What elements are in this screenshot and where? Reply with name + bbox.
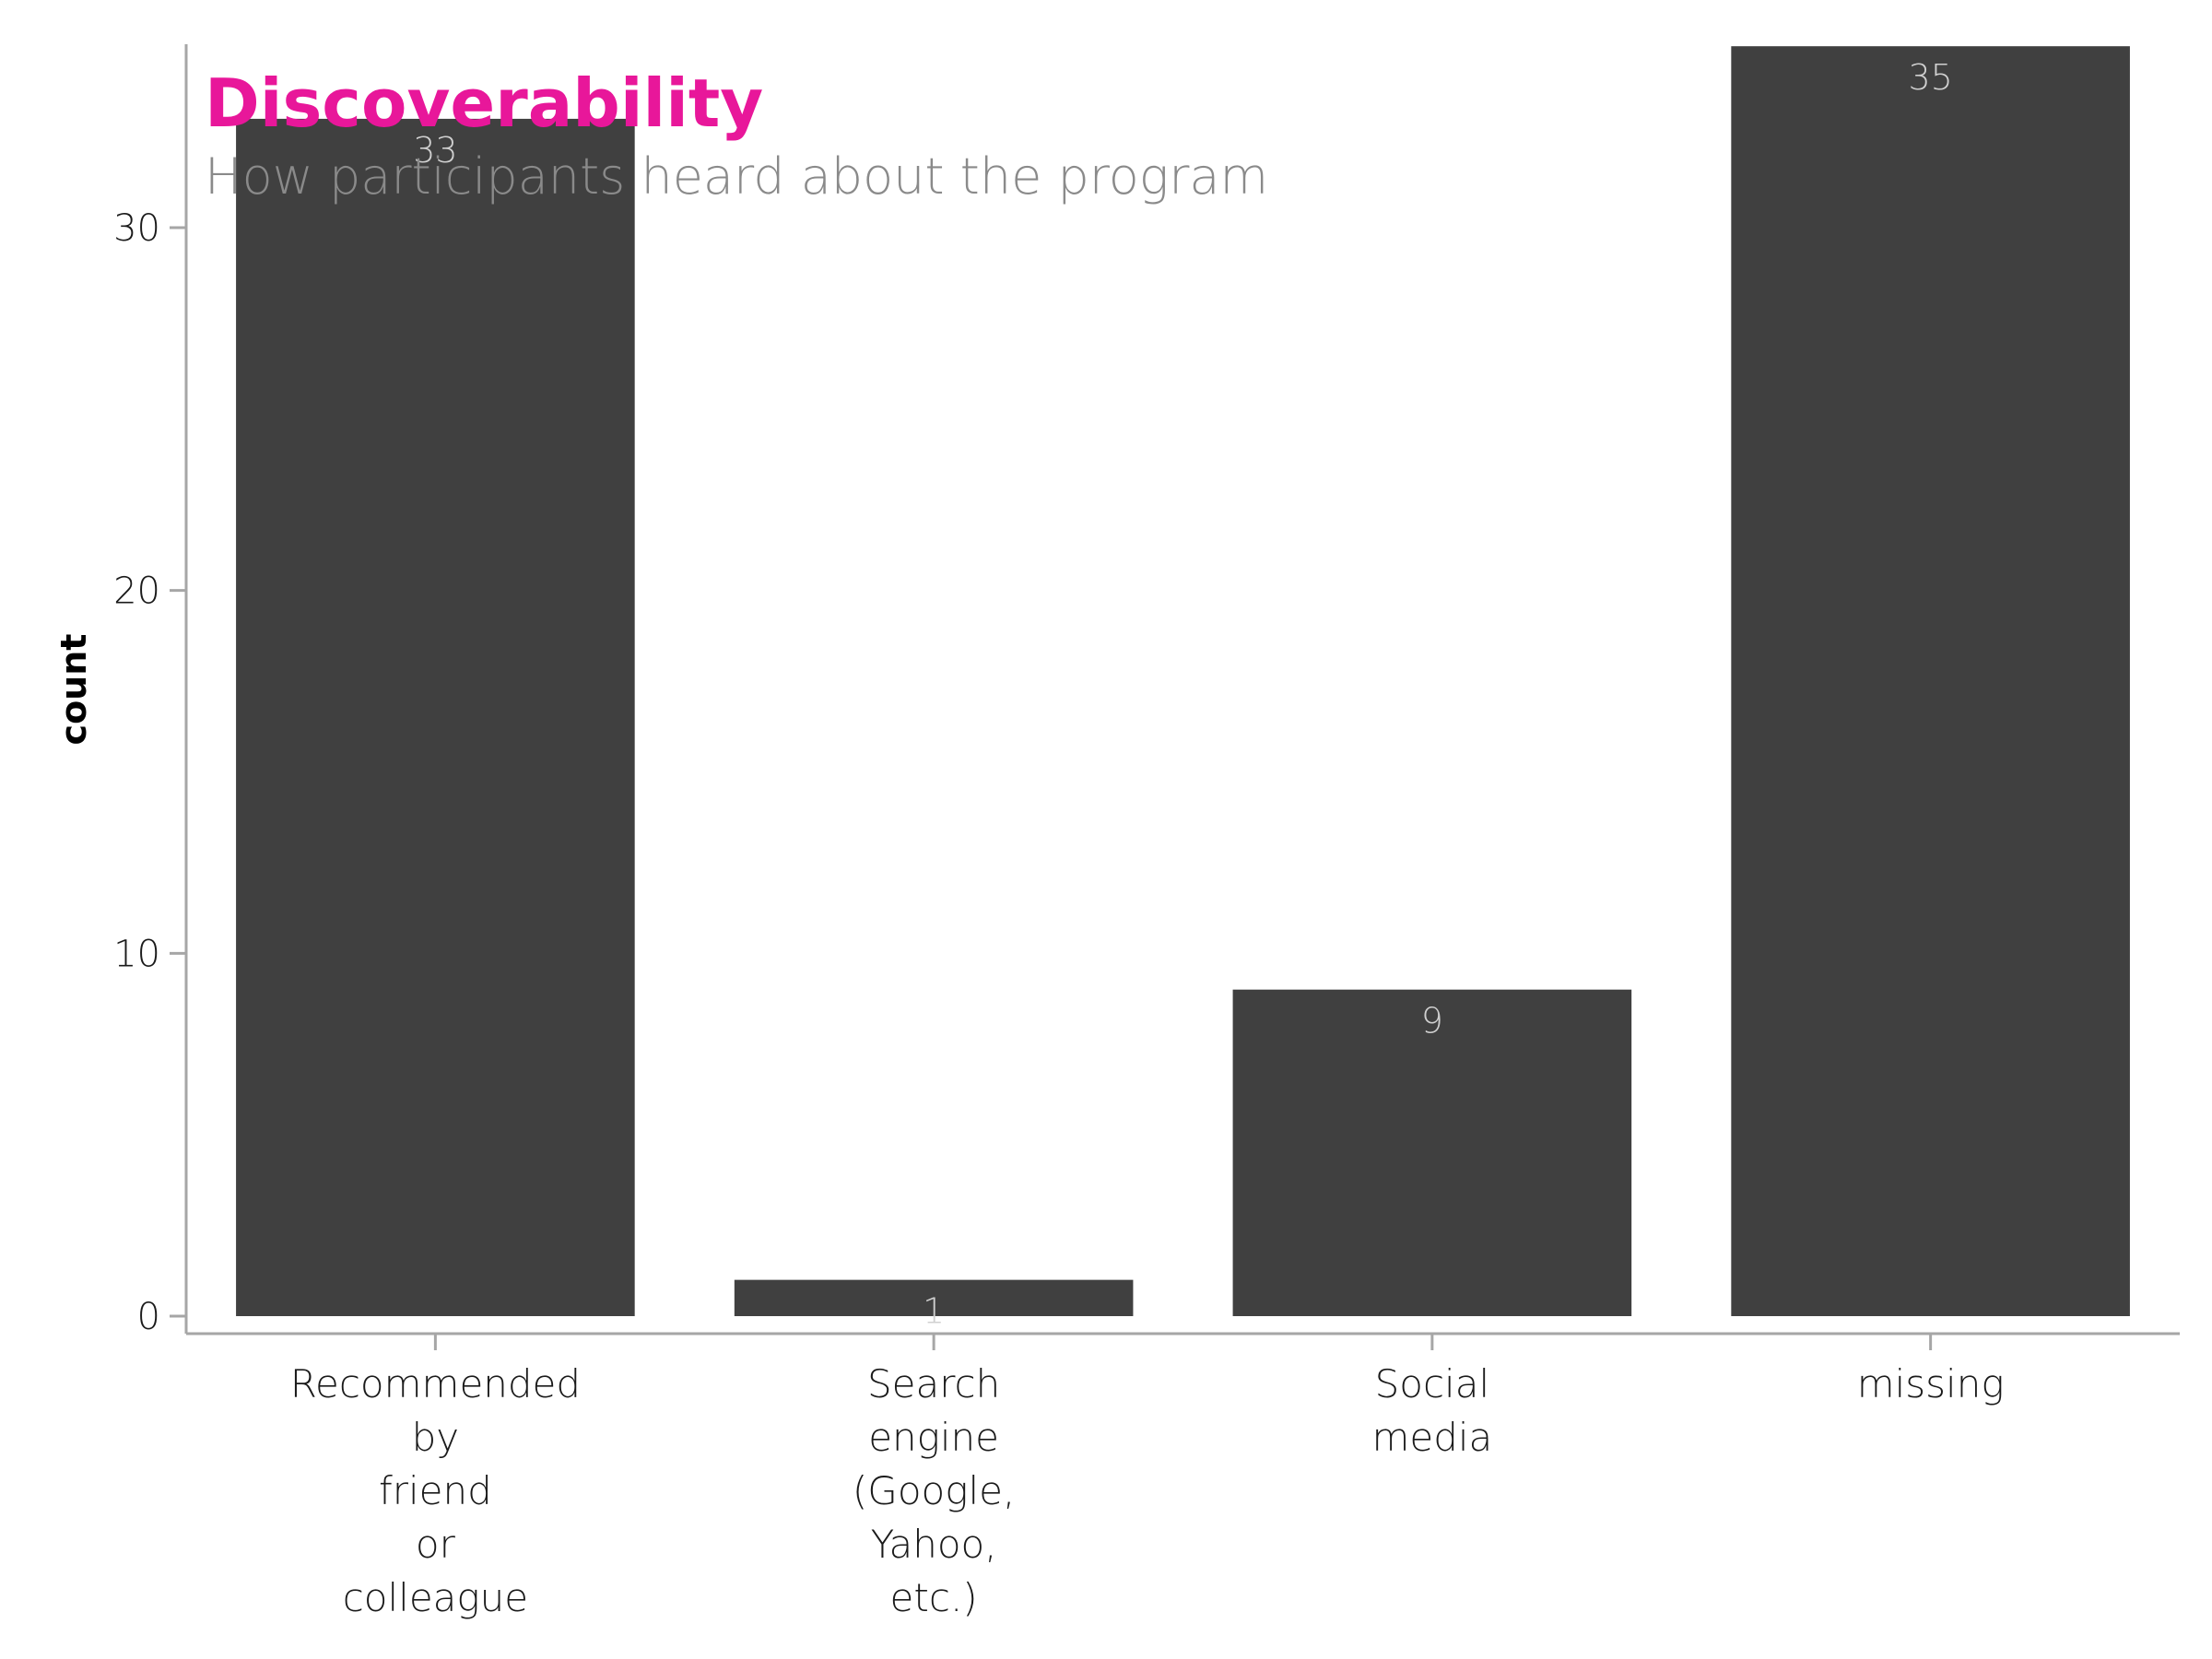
x-tick-label-line: engine <box>868 1415 999 1460</box>
x-tick-label-line: friend <box>379 1468 492 1513</box>
x-ticks: Recommended by friend or colleague Search engi… <box>290 1334 2005 1620</box>
x-tick-label-line: or <box>416 1522 456 1567</box>
x-tick-label-line: by <box>412 1415 460 1460</box>
bar <box>1232 989 1632 1316</box>
x-tick-label-line: media <box>1371 1415 1492 1460</box>
y-axis-label: count <box>53 634 94 746</box>
chart-subtitle: How participants heard about the program <box>205 147 1268 206</box>
chart-title: Discoverability <box>205 65 763 142</box>
bar <box>236 118 635 1316</box>
x-tick-label-line: missing <box>1857 1361 2005 1406</box>
data-label: 35 <box>1908 57 1952 98</box>
y-tick-label: 0 <box>137 1296 160 1338</box>
x-tick-label-line: Search <box>867 1361 1000 1406</box>
y-tick-label: 20 <box>113 571 160 613</box>
x-tick-label-line: Yahoo, <box>871 1522 997 1567</box>
bar <box>1731 46 2130 1317</box>
x-tick-label-line: Social <box>1375 1361 1490 1406</box>
x-tick-label-line: etc.) <box>890 1575 978 1620</box>
y-tick-label: 30 <box>113 207 160 250</box>
axes-layer <box>184 44 2180 1335</box>
data-label: 33 <box>413 130 457 171</box>
x-tick-label-line: Recommended <box>290 1361 581 1406</box>
x-tick-label: Search engine (Google, Yahoo, etc.) <box>853 1361 1015 1620</box>
y-ticks: 0 10 20 30 <box>113 207 186 1338</box>
x-tick-label-line: colleague <box>343 1575 528 1620</box>
y-tick-label: 10 <box>113 933 160 975</box>
data-label: 1 <box>923 1291 945 1332</box>
x-tick-label: missing <box>1857 1361 2005 1406</box>
x-tick-label: Social media <box>1371 1361 1492 1460</box>
bar <box>734 1279 1134 1316</box>
x-tick-label: Recommended by friend or colleague <box>290 1361 581 1620</box>
x-tick-label-line: (Google, <box>853 1468 1015 1513</box>
bars-layer <box>236 46 2130 1317</box>
data-labels: 33 1 9 35 <box>413 57 1953 1331</box>
data-label: 9 <box>1421 1001 1443 1041</box>
